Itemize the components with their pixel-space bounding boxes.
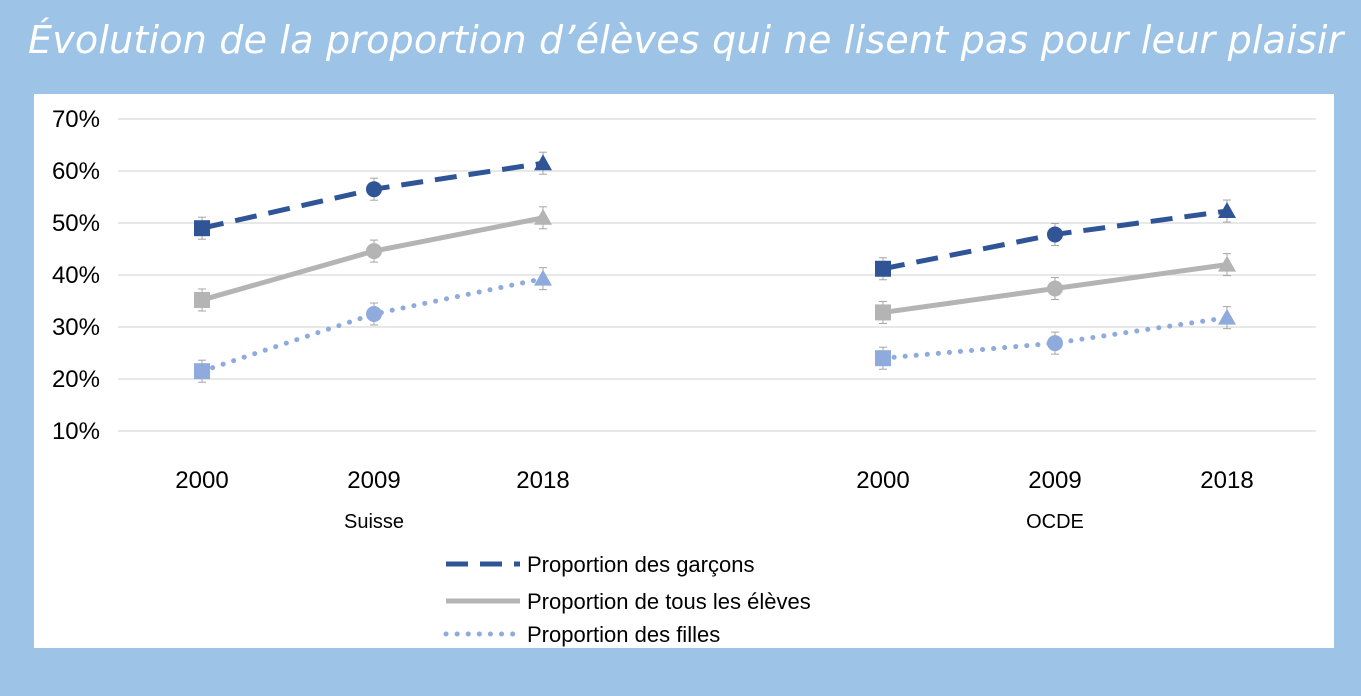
- legend-label: Proportion de tous les élèves: [527, 589, 811, 614]
- y-tick-label: 70%: [52, 106, 100, 133]
- marker-triangle: [534, 269, 552, 286]
- marker-triangle: [534, 208, 552, 225]
- marker-triangle: [534, 154, 552, 171]
- y-tick-label: 50%: [52, 210, 100, 237]
- x-tick-label: 2009: [347, 467, 400, 494]
- series-line: [880, 315, 1230, 361]
- marker-square: [875, 304, 891, 321]
- marker-square: [194, 291, 210, 308]
- legend: Proportion des garçons Proportion de tous…: [443, 552, 811, 647]
- chart-panel: 10% 20% 30% 40% 50% 60% 70% 2000 2009 2018 Suisse…: [34, 94, 1334, 648]
- line-chart: 10% 20% 30% 40% 50% 60% 70% 2000 2009 2018 Suisse…: [52, 106, 1316, 647]
- marker-circle: [366, 306, 382, 322]
- y-tick-label: 60%: [52, 158, 100, 185]
- y-tick-label: 30%: [52, 314, 100, 341]
- y-axis-ticks: 10% 20% 30% 40% 50% 60% 70%: [52, 106, 100, 445]
- gridlines: [118, 118, 1316, 432]
- marker-square: [194, 363, 210, 380]
- series-dotted: [194, 267, 1236, 383]
- x-tick-label: 2018: [516, 467, 569, 494]
- marker-square: [194, 220, 210, 237]
- series-dashed: [194, 151, 1236, 281]
- marker-square: [875, 350, 891, 367]
- marker-circle: [1047, 280, 1063, 297]
- group-label: OCDE: [1026, 511, 1084, 533]
- marker-circle: [1047, 226, 1063, 243]
- x-axis-ticks: 2000 2009 2018 Suisse 2000 2009 2018 OCDE: [175, 467, 1253, 533]
- group-label: Suisse: [344, 511, 404, 533]
- y-tick-label: 40%: [52, 262, 100, 289]
- y-tick-label: 10%: [52, 418, 100, 445]
- marker-square: [875, 260, 891, 277]
- y-tick-label: 20%: [52, 366, 100, 393]
- marker-triangle: [1218, 202, 1236, 219]
- marker-circle: [366, 181, 382, 198]
- x-tick-label: 2000: [856, 467, 909, 494]
- series-group: [194, 151, 1236, 383]
- marker-triangle: [1218, 255, 1236, 272]
- marker-circle: [366, 243, 382, 260]
- series-solid: [194, 206, 1236, 324]
- x-tick-label: 2018: [1200, 467, 1253, 494]
- x-tick-label: 2009: [1028, 467, 1081, 494]
- legend-label: Proportion des filles: [527, 622, 720, 647]
- legend-label: Proportion des garçons: [527, 552, 754, 577]
- x-tick-label: 2000: [175, 467, 228, 494]
- page-title: Évolution de la proportion d’élèves qui …: [28, 18, 1344, 62]
- marker-triangle: [1218, 308, 1236, 325]
- marker-circle: [1047, 335, 1063, 352]
